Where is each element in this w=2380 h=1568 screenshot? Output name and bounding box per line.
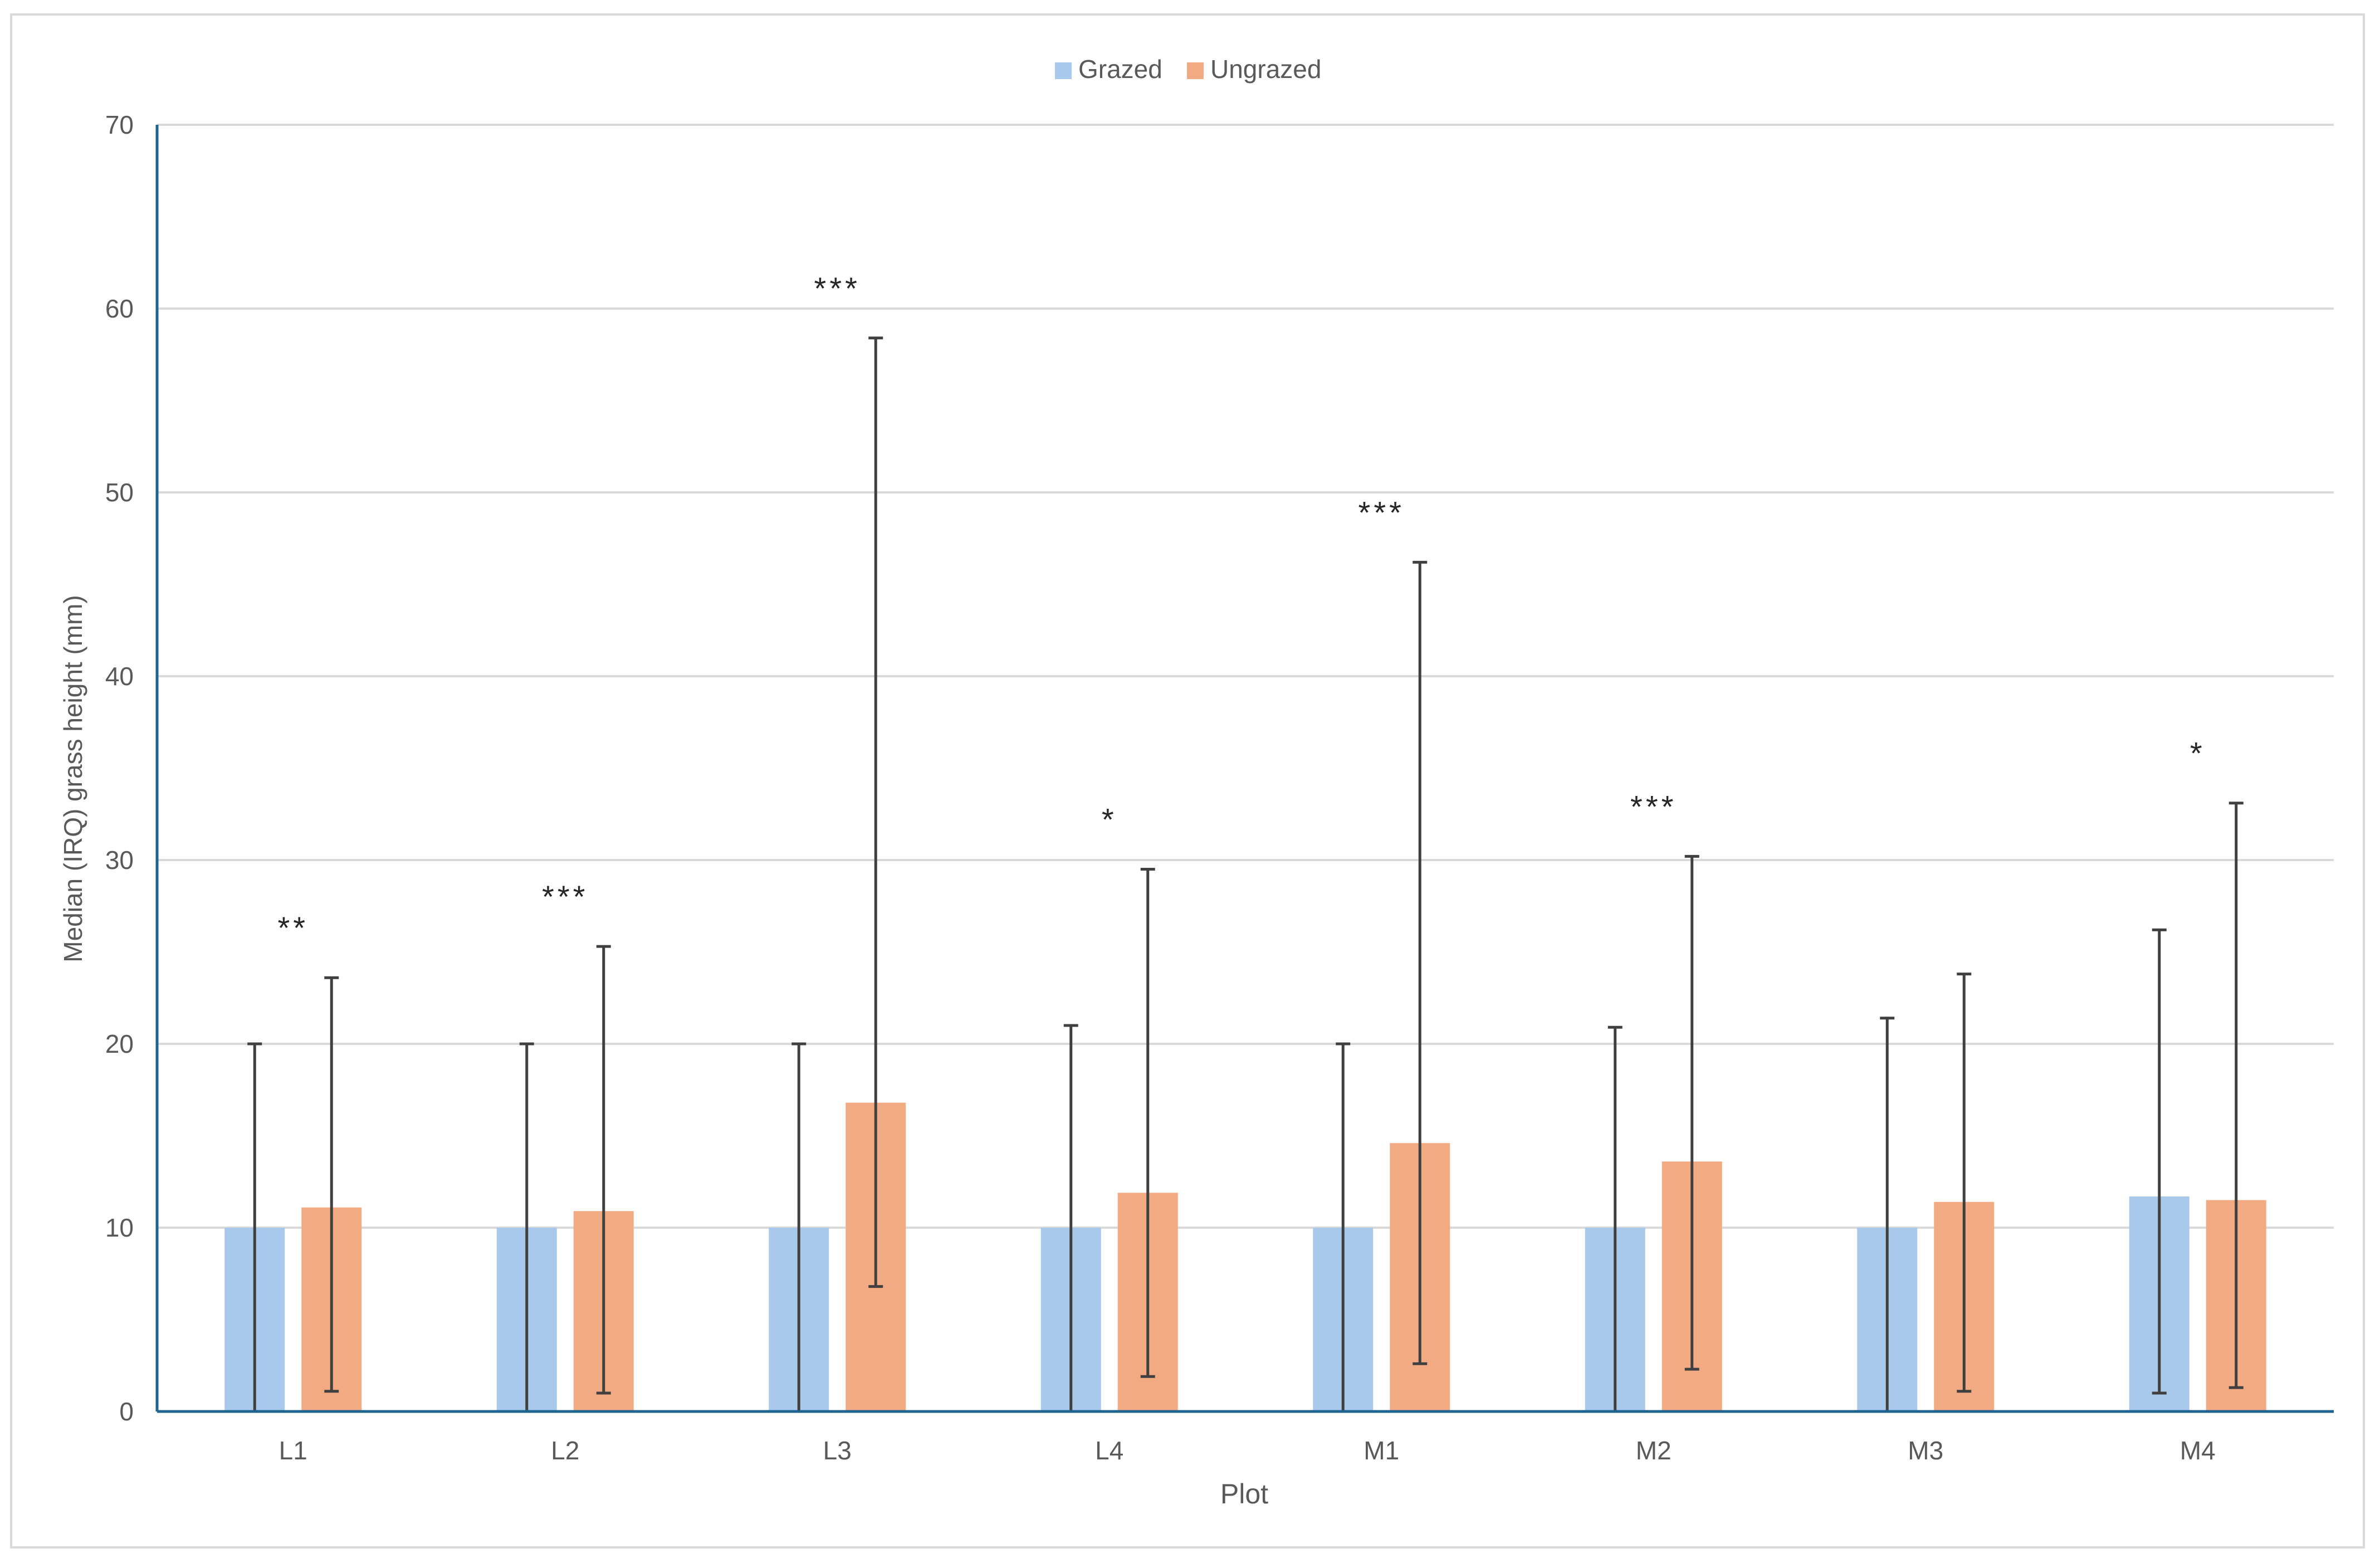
significance-marker: *	[2190, 736, 2206, 771]
y-tick-label: 20	[105, 1029, 134, 1058]
y-axis-label: Median (IRQ) grass height (mm)	[58, 595, 87, 963]
significance-marker: **	[277, 910, 309, 945]
chart-frame: Grazed Ungrazed 0 10 20 30 40 50 60 70 ** *** *** *…	[10, 13, 2365, 1549]
x-tick-label: L2	[551, 1436, 579, 1465]
y-tick-label: 70	[105, 110, 134, 139]
y-tick-label: 0	[119, 1397, 134, 1426]
legend-swatch-grazed	[1055, 62, 1072, 79]
x-tick-label: M2	[1636, 1436, 1672, 1465]
gridlines	[157, 124, 2334, 1229]
y-tick-label: 30	[105, 846, 134, 875]
x-tick-label: L4	[1095, 1436, 1123, 1465]
legend: Grazed Ungrazed	[1055, 55, 1321, 84]
significance-marker: ***	[814, 271, 861, 306]
significance-annotations: ****************	[277, 271, 2206, 945]
y-tick-label: 60	[105, 294, 134, 323]
y-tick-label: 40	[105, 662, 134, 691]
significance-marker: ***	[1358, 495, 1405, 530]
x-tick-label: M1	[1364, 1436, 1399, 1465]
y-axis-ticks: 0 10 20 30 40 50 60 70	[105, 110, 134, 1426]
x-tick-label: L3	[823, 1436, 852, 1465]
legend-label-ungrazed: Ungrazed	[1210, 55, 1321, 84]
x-tick-label: L1	[279, 1436, 307, 1465]
x-axis-label: Plot	[1220, 1478, 1268, 1510]
significance-marker: ***	[1630, 789, 1677, 824]
significance-marker: ***	[542, 879, 588, 914]
axes	[155, 125, 2334, 1413]
x-tick-label: M4	[2180, 1436, 2216, 1465]
x-tick-label: M3	[1908, 1436, 1943, 1465]
x-axis-ticks: L1 L2 L3 L4 M1 M2 M3 M4	[279, 1436, 2216, 1465]
y-tick-label: 50	[105, 478, 134, 507]
error-bars	[247, 336, 2244, 1413]
bars	[224, 1102, 2266, 1411]
legend-swatch-ungrazed	[1187, 62, 1204, 79]
y-tick-label: 10	[105, 1213, 134, 1242]
significance-marker: *	[1102, 802, 1117, 837]
legend-label-grazed: Grazed	[1078, 55, 1162, 84]
